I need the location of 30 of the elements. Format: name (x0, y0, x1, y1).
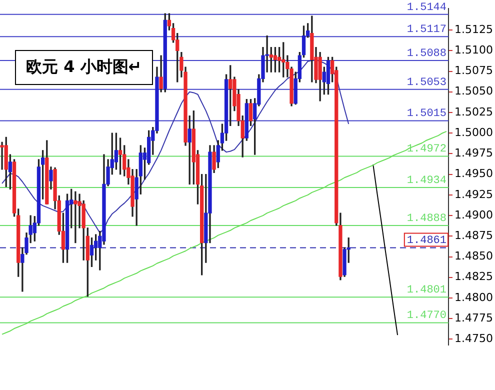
y-tick-label: 1.4850 (454, 250, 494, 263)
y-tick-label: 1.4875 (454, 229, 494, 242)
y-tick-label: 1.5100 (454, 44, 494, 57)
text: 欧元 4 小时图↵ (15, 50, 153, 85)
ref-line-label: 1.5053 (406, 76, 447, 89)
ref-line-label: 1.5015 (406, 108, 447, 120)
y-tick-label: 1.5050 (454, 84, 494, 98)
y-tick-label: 1.5000 (454, 126, 494, 139)
y-tick-label: 1.4975 (454, 146, 494, 160)
y-tick-label: 1.4825 (454, 270, 494, 284)
ref-line-label: 1.4972 (406, 144, 447, 156)
ref-line-label: 1.4934 (406, 174, 447, 187)
ref-line-label: 1.4770 (406, 310, 447, 322)
ref-line-label: 1.5144 (406, 2, 447, 14)
y-tick-label: 1.5075 (454, 64, 494, 78)
ref-line-label: 1.5088 (406, 48, 447, 60)
candlestick (0, 142, 4, 170)
ref-line-label: 1.4861 (406, 235, 447, 248)
y-tick-label: 1.4925 (454, 188, 494, 201)
y-tick-label: 1.4750 (454, 332, 494, 346)
y-tick-label: 1.4775 (454, 311, 494, 324)
y-tick-label: 1.5025 (454, 105, 494, 118)
candlestick (74, 191, 78, 244)
ref-line-label: 1.4801 (406, 284, 447, 297)
y-tick-label: 1.4900 (454, 208, 494, 222)
y-tick-label: 1.5125 (454, 22, 494, 36)
ref-line-label: 1.4888 (406, 212, 447, 225)
ref-line-label: 1.5117 (406, 24, 447, 36)
y-tick-label: 1.4950 (454, 167, 494, 180)
y-tick-label: 1.4800 (454, 290, 494, 304)
